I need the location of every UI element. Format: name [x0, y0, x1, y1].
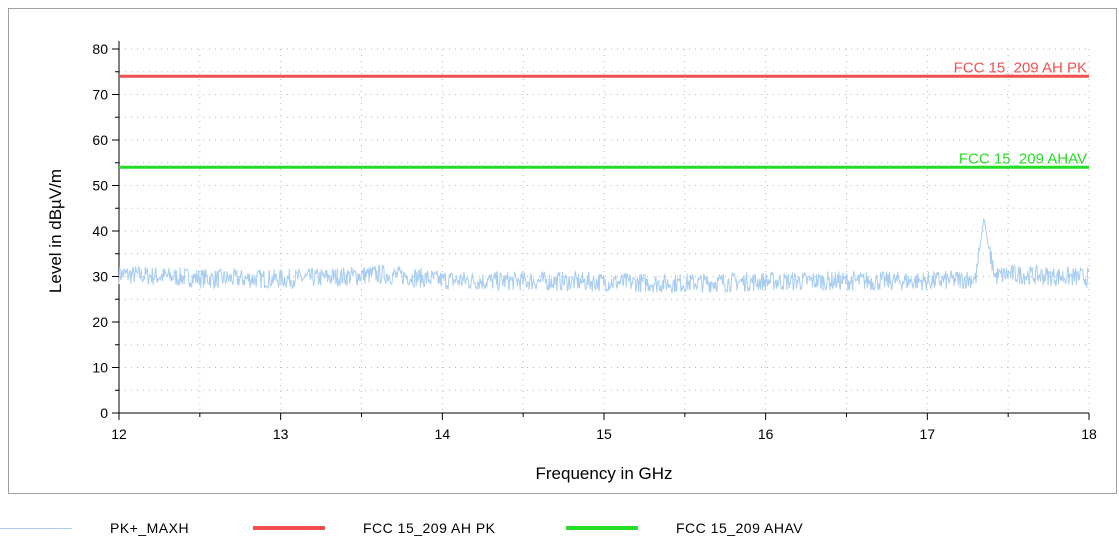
- y-tick-label: 20: [92, 314, 108, 330]
- emission-chart: 0 10 20 30 40 50 60 70 80 12 13 14 15 16 17 18 FCC 15_20…: [46, 41, 1097, 483]
- y-tick-label: 30: [92, 269, 108, 285]
- y-tick-label: 40: [92, 223, 108, 239]
- legend-label-fcc-pk: FCC 15_209 AH PK: [363, 520, 496, 536]
- legend-label-fcc-av: FCC 15_209 AHAV: [676, 520, 804, 536]
- x-tick-label: 14: [435, 426, 451, 442]
- y-tick-label: 50: [92, 178, 108, 194]
- labels-layer: 0 10 20 30 40 50 60 70 80 12 13 14 15 16 17 18 FCC 15_20…: [92, 41, 1097, 442]
- y-tick-label: 80: [92, 41, 108, 57]
- legend: PK+_MAXH FCC 15_209 AH PK FCC 15_209 AHA…: [0, 516, 1119, 540]
- y-tick-label: 60: [92, 132, 108, 148]
- x-tick-label: 13: [273, 426, 289, 442]
- x-tick-label: 16: [758, 426, 774, 442]
- x-axis-title: Frequency in GHz: [536, 464, 673, 483]
- y-tick-label: 0: [100, 405, 108, 421]
- legend-item-pk-maxh: PK+_MAXH: [0, 516, 189, 540]
- x-tick-label: 15: [596, 426, 612, 442]
- legend-swatch-fcc-pk: [253, 526, 325, 530]
- series-line-pk-maxh: [118, 217, 1090, 294]
- legend-item-fcc-av: FCC 15_209 AHAV: [566, 516, 803, 540]
- x-tick-label: 12: [111, 426, 127, 442]
- grid: [118, 48, 1090, 414]
- legend-item-fcc-pk: FCC 15_209 AH PK: [253, 516, 496, 540]
- limit-label-fcc-av: FCC 15_209 AHAV: [959, 150, 1087, 167]
- chart-frame: 0 10 20 30 40 50 60 70 80 12 13 14 15 16 17 18 FCC 15_20…: [8, 8, 1117, 494]
- series-layer: [118, 74, 1090, 294]
- y-tick-label: 70: [92, 87, 108, 103]
- x-tick-label: 17: [920, 426, 936, 442]
- axes: [112, 41, 1090, 420]
- limit-label-fcc-pk: FCC 15_209 AH PK: [954, 59, 1087, 76]
- y-axis-title: Level in dBµV/m: [46, 169, 65, 293]
- legend-label-pk-maxh: PK+_MAXH: [110, 520, 190, 536]
- legend-swatch-pk-maxh: [0, 527, 72, 529]
- x-tick-label: 18: [1081, 426, 1097, 442]
- y-tick-label: 10: [92, 360, 108, 376]
- legend-swatch-fcc-av: [566, 526, 638, 530]
